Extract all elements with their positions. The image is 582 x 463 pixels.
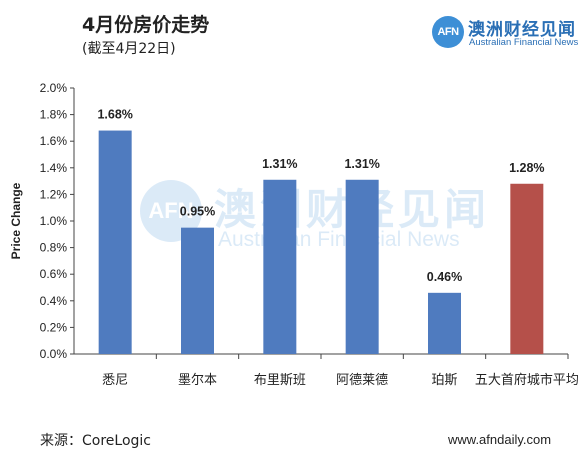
bar bbox=[98, 130, 132, 354]
category-label: 五大首府城市平均 bbox=[475, 372, 579, 388]
brand-name-cn: 澳洲财经见闻 bbox=[468, 20, 576, 40]
y-tick-label: 1.4% bbox=[40, 161, 68, 175]
brand-logo: AFN 澳洲财经见闻 Australian Financial News bbox=[432, 14, 580, 52]
y-tick-label: 1.6% bbox=[40, 134, 68, 148]
bar bbox=[345, 179, 379, 354]
category-label: 布里斯班 bbox=[254, 373, 306, 388]
chart-title: 4月份房价走势 bbox=[82, 14, 210, 36]
data-label: 1.68% bbox=[97, 108, 132, 122]
bar bbox=[428, 292, 461, 354]
source-note: 来源：CoreLogic bbox=[40, 433, 151, 449]
y-tick-label: 1.2% bbox=[40, 187, 68, 201]
y-tick-label: 0.0% bbox=[40, 347, 68, 361]
bar bbox=[181, 227, 214, 354]
chart-subtitle: (截至4月22日) bbox=[82, 41, 176, 57]
brand-name-en: Australian Financial News bbox=[469, 37, 579, 48]
y-tick-label: 0.2% bbox=[40, 320, 68, 334]
category-label: 阿德莱德 bbox=[336, 373, 388, 388]
y-tick-label: 0.8% bbox=[40, 241, 68, 255]
data-label: 0.46% bbox=[427, 270, 462, 284]
data-label: 1.31% bbox=[344, 157, 379, 171]
bar bbox=[510, 183, 544, 354]
y-tick-label: 2.0% bbox=[40, 81, 68, 95]
y-axis-title: Price Change bbox=[9, 182, 23, 259]
data-label: 1.31% bbox=[262, 157, 297, 171]
y-tick-label: 0.4% bbox=[40, 294, 68, 308]
y-tick-label: 0.6% bbox=[40, 267, 68, 281]
category-label: 墨尔本 bbox=[178, 373, 217, 388]
category-label: 悉尼 bbox=[102, 373, 128, 388]
category-label: 珀斯 bbox=[431, 373, 457, 388]
afn-logo-icon: AFN bbox=[432, 16, 464, 48]
data-label: 0.95% bbox=[180, 205, 215, 219]
y-tick-label: 1.0% bbox=[40, 214, 68, 228]
website-url: www.afndaily.com bbox=[448, 432, 552, 447]
bar bbox=[263, 179, 297, 354]
data-label: 1.28% bbox=[509, 161, 544, 175]
y-tick-label: 1.8% bbox=[40, 108, 68, 122]
